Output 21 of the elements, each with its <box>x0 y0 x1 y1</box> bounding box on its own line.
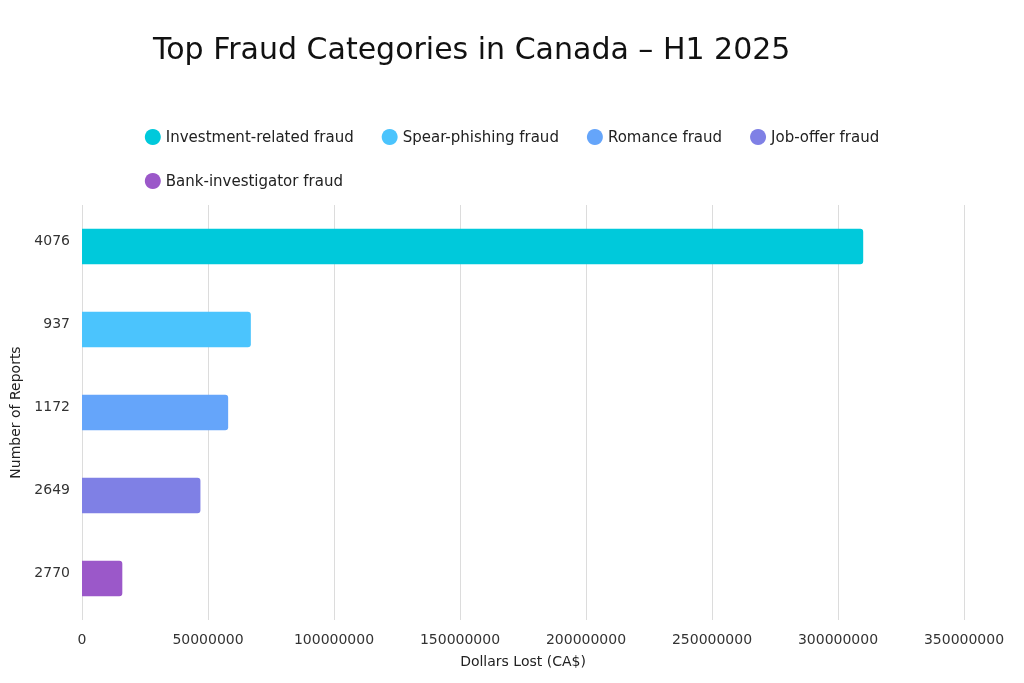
y-tick-label: 2770 <box>34 563 70 580</box>
legend-label: Bank-investigator fraud <box>165 172 343 190</box>
x-tick-label: 350000000 <box>923 631 1005 647</box>
x-tick-label: 250000000 <box>671 631 753 647</box>
x-tick-label: 200000000 <box>545 631 627 647</box>
legend-label: Romance fraud <box>607 128 723 146</box>
y-tick-label: 2649 <box>34 480 70 497</box>
y-tick-label: 4076 <box>34 231 71 248</box>
x-tick-label: 150000000 <box>419 631 501 647</box>
x-tick-label: 50000000 <box>172 631 244 647</box>
y-tick-label: 1172 <box>34 397 70 414</box>
legend-label: Investment-related fraud <box>165 128 354 146</box>
y-tick-label: 937 <box>43 314 70 331</box>
legend-label: Job-offer fraud <box>770 128 880 146</box>
x-tick-label: 300000000 <box>797 631 879 647</box>
x-tick-label: 100000000 <box>293 631 375 647</box>
x-axis-title: Dollars Lost (CA$) <box>460 653 586 669</box>
legend-label: Spear-phishing fraud <box>402 128 559 146</box>
x-tick-label: 0 <box>77 631 87 647</box>
chart-title: Top Fraud Categories in Canada – H1 2025 <box>152 30 791 66</box>
y-axis-title: Number of Reports <box>7 346 23 479</box>
